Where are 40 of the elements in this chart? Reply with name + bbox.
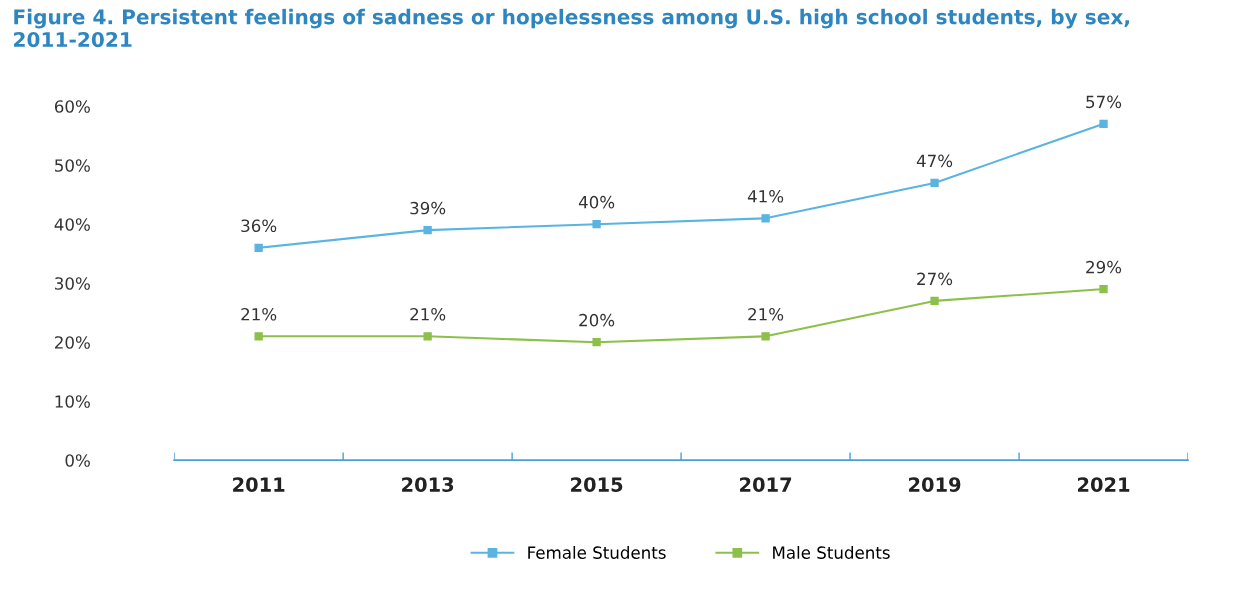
point (254, 243, 263, 252)
x-tick-label: 2017 (740, 477, 792, 492)
legend-label: Female Students (528, 546, 666, 559)
y-tick-label: 40% (54, 218, 90, 231)
point (761, 332, 770, 341)
x-tick-label: 2019 (909, 477, 961, 492)
x-tick-label: 2011 (233, 477, 285, 492)
data-label: 21% (241, 307, 277, 321)
point (423, 332, 432, 341)
y-tick-label: 20% (55, 336, 90, 349)
point (761, 214, 770, 223)
x-tick-label: 2021 (1078, 477, 1130, 492)
point (1099, 284, 1108, 294)
x-tick-label: 2013 (402, 477, 454, 492)
data-label: 41% (747, 189, 784, 203)
data-label: 40% (578, 195, 615, 209)
data-label: 27% (917, 272, 953, 286)
y-tick-label: 50% (55, 159, 90, 172)
point (423, 225, 432, 235)
data-label: 21% (748, 307, 784, 321)
data-label: 57% (1086, 95, 1122, 109)
legend-label: Male Students (773, 546, 890, 559)
point (930, 296, 939, 306)
data-label: 21% (410, 307, 446, 321)
data-label: 29% (1086, 260, 1122, 274)
data-label: 39% (410, 201, 446, 215)
point (254, 332, 263, 341)
data-label: 36% (241, 219, 277, 233)
y-tick-label: 10% (55, 395, 90, 408)
data-label: 20% (579, 313, 615, 327)
chart-title: Figure 4. Persistent feelings of sadness or hopelessness among U.S. high school students, by sex, 2011-2021 (14, 8, 1129, 48)
point (592, 338, 601, 347)
x-tick-label: 2015 (571, 477, 623, 492)
y-tick-label: 60% (54, 100, 90, 113)
point (1099, 119, 1108, 129)
y-tick-label: 30% (55, 277, 90, 290)
point (592, 220, 601, 229)
point (930, 178, 939, 188)
y-tick-label: 0% (65, 454, 90, 467)
data-label: 47% (916, 154, 953, 168)
